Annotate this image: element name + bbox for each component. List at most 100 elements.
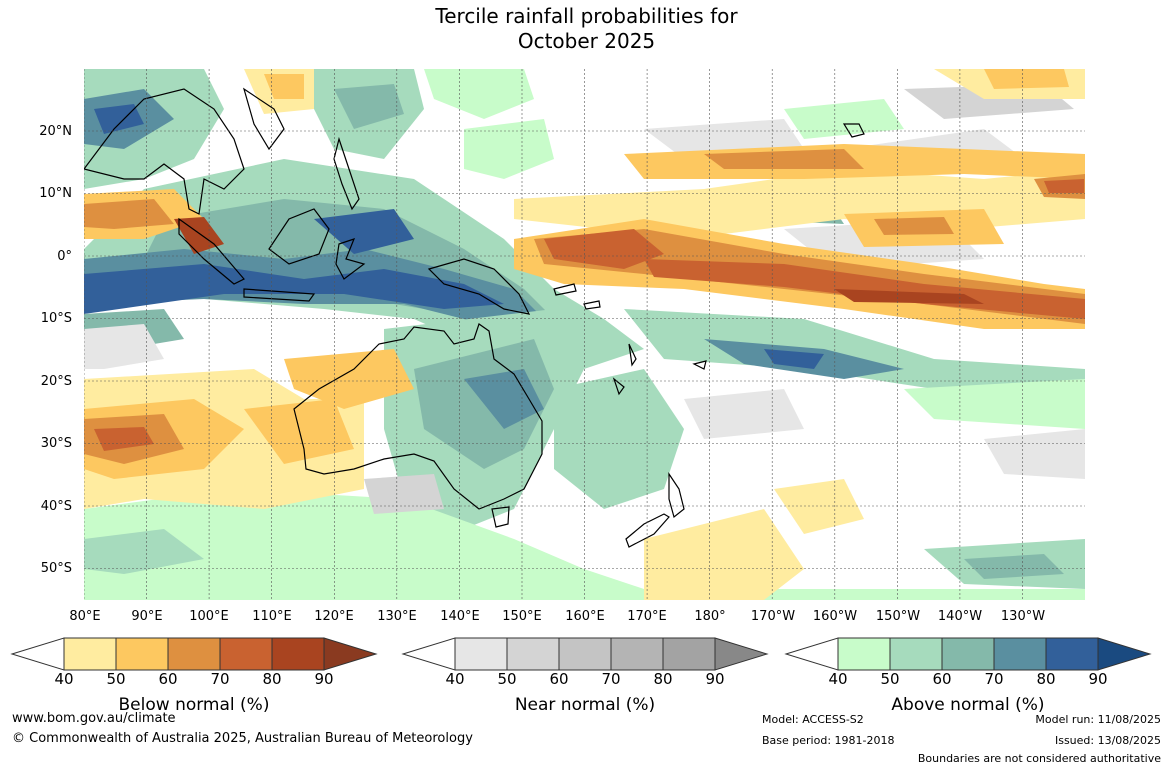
lon-label: 110°E bbox=[252, 609, 292, 624]
lon-label: 130°E bbox=[377, 609, 417, 624]
colorbar-swatch bbox=[1097, 637, 1152, 671]
colorbar-tick: 70 bbox=[984, 670, 1004, 688]
colorbar-tick: 60 bbox=[549, 670, 569, 688]
below-normal-region bbox=[644, 509, 804, 600]
footer-copyright: © Commonwealth of Australia 2025, Austra… bbox=[12, 731, 473, 746]
footer-model-run: Model run: 11/08/2025 bbox=[1035, 713, 1161, 726]
lat-label: 10°S bbox=[40, 311, 72, 326]
sumatra-coastline bbox=[178, 217, 245, 285]
lon-label: 100°E bbox=[189, 609, 229, 624]
colorbar-tick: 50 bbox=[880, 670, 900, 688]
below-normal-region bbox=[544, 229, 664, 269]
colorbar-title: Above normal (%) bbox=[891, 695, 1045, 715]
colorbar-tick: 70 bbox=[601, 670, 621, 688]
colorbar-tick: 40 bbox=[54, 670, 74, 688]
colorbar-tick: 90 bbox=[314, 670, 334, 688]
colorbar-swatch bbox=[784, 637, 839, 671]
near-normal-region bbox=[984, 429, 1085, 479]
lat-label: 30°S bbox=[40, 436, 72, 451]
coastlines bbox=[84, 87, 865, 548]
lat-label: 50°S bbox=[40, 561, 72, 576]
colorbar-tick: 50 bbox=[497, 670, 517, 688]
colorbar-swatch bbox=[10, 637, 65, 671]
lon-label: 160°E bbox=[565, 609, 605, 624]
lon-label: 180° bbox=[694, 609, 726, 624]
colorbar-above-normal bbox=[784, 637, 1152, 671]
island-coastline bbox=[553, 283, 577, 296]
island-coastline bbox=[612, 377, 625, 396]
lon-label: 90°E bbox=[131, 609, 163, 624]
footer-url[interactable]: www.bom.gov.au/climate bbox=[12, 711, 176, 726]
map-title: Tercile rainfall probabilities for Octob… bbox=[0, 4, 1173, 54]
lat-label: 40°S bbox=[40, 499, 72, 514]
se-asia-coastline bbox=[84, 88, 245, 215]
colorbar-swatch bbox=[167, 637, 221, 671]
footer-model: Model: ACCESS-S2 bbox=[762, 713, 864, 726]
near-normal-region bbox=[84, 324, 164, 369]
footer-base-period: Base period: 1981-2018 bbox=[762, 734, 895, 747]
colorbar-swatch bbox=[401, 637, 456, 671]
sulawesi-coastline bbox=[335, 238, 366, 280]
lon-label: 150°E bbox=[502, 609, 542, 624]
above-normal-region bbox=[764, 349, 824, 369]
footer-boundaries-note: Boundaries are not considered authoritat… bbox=[917, 752, 1161, 765]
lat-label: 20°S bbox=[40, 374, 72, 389]
colorbar-tick: 40 bbox=[445, 670, 465, 688]
below-normal-region bbox=[834, 289, 984, 304]
colorbar-swatch bbox=[323, 637, 378, 671]
lon-label: 160°W bbox=[812, 609, 858, 624]
lon-label: 170°E bbox=[627, 609, 667, 624]
colorbar-tick: 90 bbox=[1088, 670, 1108, 688]
colorbar-swatch bbox=[993, 637, 1047, 671]
australia-coastline bbox=[293, 323, 543, 510]
above-normal-region bbox=[784, 99, 904, 139]
below-normal-region bbox=[174, 217, 224, 254]
nz-north-coastline bbox=[668, 472, 685, 519]
colorbar-tick: 80 bbox=[653, 670, 673, 688]
lon-label: 80°E bbox=[69, 609, 101, 624]
colorbar-below-normal bbox=[10, 637, 378, 671]
colorbar-swatch bbox=[219, 637, 273, 671]
lat-label: 0° bbox=[57, 249, 72, 264]
above-normal-region bbox=[464, 119, 554, 179]
lon-label: 120°E bbox=[314, 609, 354, 624]
lat-label: 20°N bbox=[39, 124, 72, 139]
colorbar-swatch bbox=[454, 637, 508, 671]
below-normal-region bbox=[644, 259, 1085, 319]
colorbar-swatch bbox=[115, 637, 169, 671]
colorbar-tick: 90 bbox=[705, 670, 725, 688]
colorbar-swatch bbox=[714, 637, 769, 671]
colorbar-swatch bbox=[610, 637, 664, 671]
below-normal-region bbox=[874, 217, 954, 235]
above-normal-region bbox=[334, 84, 404, 129]
colorbar-tick: 80 bbox=[1036, 670, 1056, 688]
below-normal-region bbox=[1044, 179, 1084, 193]
colorbar-swatch bbox=[662, 637, 716, 671]
below-normal-region bbox=[94, 427, 154, 451]
above-normal-region bbox=[314, 209, 414, 254]
below-normal-region bbox=[984, 69, 1069, 89]
colorbar-tick: 60 bbox=[932, 670, 952, 688]
colorbar-title: Below normal (%) bbox=[118, 695, 270, 715]
colorbar-swatch bbox=[558, 637, 612, 671]
below-normal-region bbox=[284, 349, 414, 409]
colorbar-swatch bbox=[506, 637, 560, 671]
colorbar-swatch bbox=[941, 637, 995, 671]
above-normal-region bbox=[84, 489, 1085, 600]
new-guinea-coastline bbox=[427, 258, 531, 315]
title-line-1: Tercile rainfall probabilities for bbox=[435, 4, 738, 28]
near-normal-region bbox=[364, 474, 444, 514]
below-normal-region bbox=[264, 74, 304, 99]
graticule bbox=[84, 69, 1085, 600]
above-normal-region bbox=[424, 69, 534, 119]
above-normal-region bbox=[554, 369, 684, 509]
below-normal-region bbox=[244, 399, 354, 464]
hawaii-coastline bbox=[842, 123, 865, 138]
colorbar-tick: 50 bbox=[106, 670, 126, 688]
colorbar-tick: 70 bbox=[210, 670, 230, 688]
island-coastline bbox=[692, 360, 707, 370]
above-normal-region bbox=[84, 529, 204, 574]
near-normal-region bbox=[684, 389, 804, 439]
borneo-coastline bbox=[268, 208, 330, 265]
colorbar-near-normal bbox=[401, 637, 769, 671]
